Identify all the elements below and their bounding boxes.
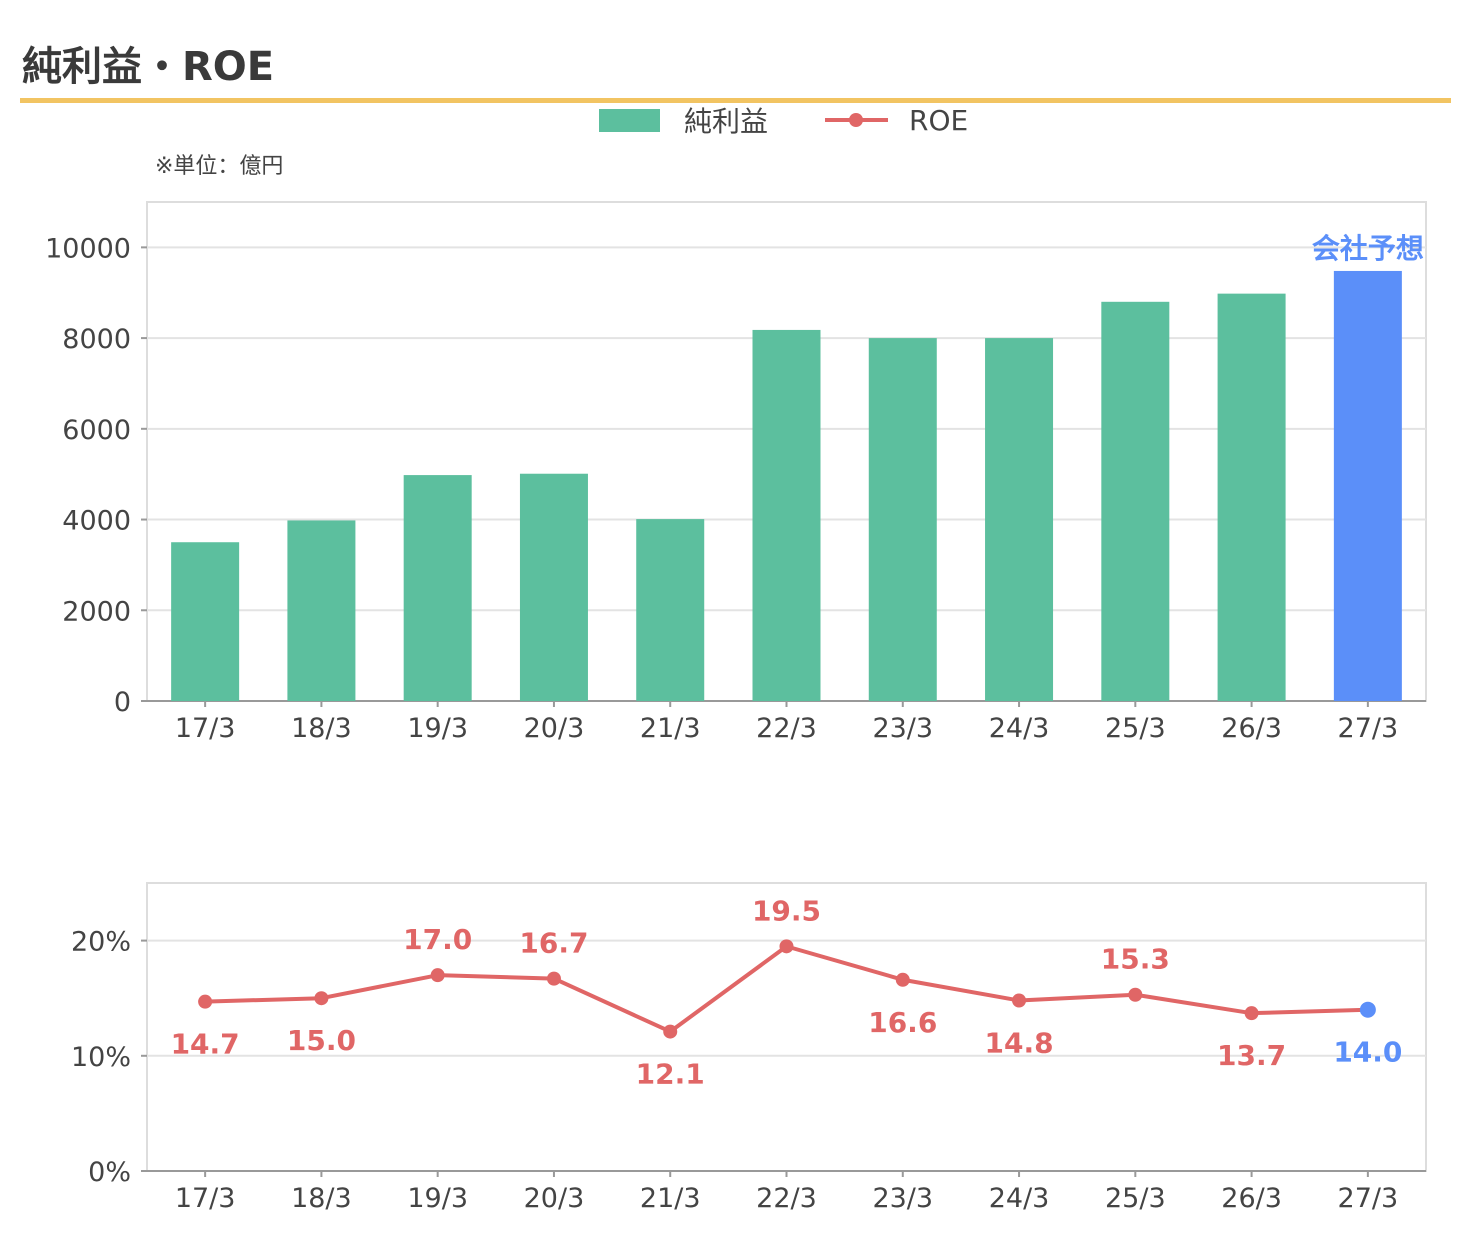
x-tick-label: 20/3 xyxy=(524,1183,585,1214)
roe-point xyxy=(1244,1006,1259,1021)
x-tick-label: 22/3 xyxy=(756,713,817,744)
y-tick-label: 4000 xyxy=(62,506,131,537)
y-tick-label: 0% xyxy=(88,1157,131,1188)
forecast-label: 会社予想 xyxy=(1312,232,1424,265)
bar xyxy=(636,519,705,701)
x-tick-label: 26/3 xyxy=(1221,1183,1282,1214)
roe-data-label: 14.7 xyxy=(171,1028,240,1061)
bar xyxy=(1333,270,1402,701)
legend-swatch-line xyxy=(825,108,888,132)
roe-series-line xyxy=(205,944,1368,1034)
y-tick-label: 10000 xyxy=(45,233,131,264)
roe-data-label: 17.0 xyxy=(403,923,472,956)
y-tick-label: 20% xyxy=(71,927,131,958)
x-tick-label: 17/3 xyxy=(175,713,236,744)
roe-data-label: 19.5 xyxy=(752,894,821,927)
x-tick-label: 20/3 xyxy=(524,713,585,744)
roe-data-label: 15.0 xyxy=(287,1024,356,1057)
legend-swatch-bar xyxy=(599,108,660,132)
x-tick-label: 23/3 xyxy=(872,713,933,744)
x-tick-label: 19/3 xyxy=(407,713,468,744)
legend-label-net-income: 純利益 xyxy=(684,105,769,138)
roe-data-label: 12.1 xyxy=(636,1058,705,1091)
bar xyxy=(1217,293,1286,701)
y-tick-label: 8000 xyxy=(62,324,131,355)
roe-point xyxy=(779,939,794,954)
roe-data-label: 15.3 xyxy=(1101,943,1170,976)
title-underline xyxy=(20,98,1451,103)
unit-note: ※単位：億円 xyxy=(155,154,284,179)
bar xyxy=(287,520,356,701)
x-tick-label: 24/3 xyxy=(989,713,1050,744)
roe-data-label: 14.8 xyxy=(984,1027,1053,1060)
y-tick-label: 0 xyxy=(114,687,131,718)
x-tick-label: 18/3 xyxy=(291,713,352,744)
bar xyxy=(752,329,821,701)
roe-point xyxy=(895,972,910,987)
bar xyxy=(519,473,588,701)
net-income-bar-chart: 0 2000 4000 6000 8000 10000 17/3 18/3 19/3 20/3 21… xyxy=(45,201,1427,744)
roe-point xyxy=(1128,987,1143,1002)
chart-legend: 純利益 ROE xyxy=(0,100,1470,140)
bar xyxy=(985,338,1054,701)
bar xyxy=(171,542,240,701)
roe-point xyxy=(1359,1001,1376,1018)
bar xyxy=(403,475,472,701)
x-tick-label: 19/3 xyxy=(407,1183,468,1214)
x-tick-label: 27/3 xyxy=(1338,1183,1399,1214)
x-tick-label: 25/3 xyxy=(1105,713,1166,744)
roe-point xyxy=(1012,993,1027,1008)
roe-point xyxy=(430,968,445,983)
x-tick-label: 23/3 xyxy=(872,1183,933,1214)
roe-data-label: 16.6 xyxy=(868,1006,937,1039)
roe-data-label: 14.0 xyxy=(1333,1036,1402,1069)
roe-point xyxy=(663,1024,678,1039)
roe-data-label: 13.7 xyxy=(1217,1039,1286,1072)
x-tick-label: 22/3 xyxy=(756,1183,817,1214)
y-tick-label: 2000 xyxy=(62,596,131,627)
legend-label-roe: ROE xyxy=(909,103,969,137)
x-tick-label: 26/3 xyxy=(1221,713,1282,744)
y-tick-label: 6000 xyxy=(62,415,131,446)
roe-point xyxy=(198,994,213,1009)
x-tick-label: 27/3 xyxy=(1338,713,1399,744)
x-tick-label: 21/3 xyxy=(640,1183,701,1214)
x-tick-label: 17/3 xyxy=(175,1183,236,1214)
roe-point xyxy=(546,971,561,986)
bar xyxy=(868,338,937,701)
bar xyxy=(1101,301,1170,701)
roe-point xyxy=(314,991,329,1006)
page-title: 純利益・ROE xyxy=(22,44,275,90)
x-tick-label: 18/3 xyxy=(291,1183,352,1214)
legend-item-net-income[interactable]: 純利益 xyxy=(599,100,768,140)
x-tick-label: 25/3 xyxy=(1105,1183,1166,1214)
x-tick-label: 21/3 xyxy=(640,713,701,744)
roe-data-label: 16.7 xyxy=(519,927,588,960)
legend-item-roe[interactable]: ROE xyxy=(825,100,968,140)
x-tick-label: 24/3 xyxy=(989,1183,1050,1214)
y-tick-label: 10% xyxy=(71,1042,131,1073)
